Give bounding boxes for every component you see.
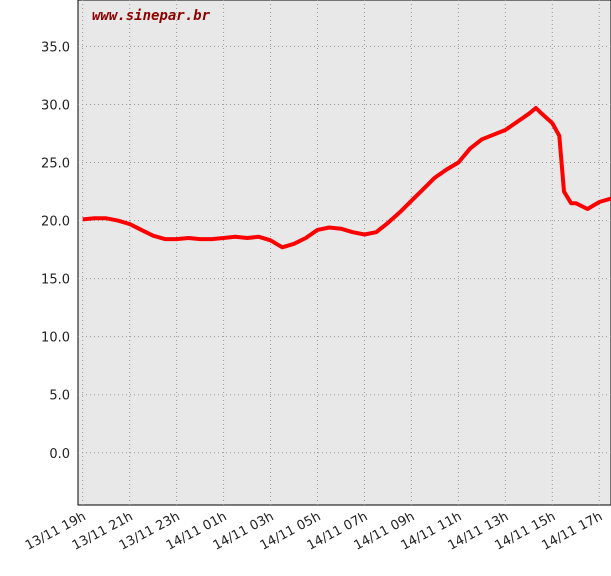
y-tick-label: 0.0 bbox=[49, 447, 70, 462]
grid bbox=[78, 0, 611, 505]
y-tick-label: 25.0 bbox=[41, 157, 70, 172]
lines bbox=[82, 106, 611, 250]
y-tick-label: 5.0 bbox=[49, 389, 70, 404]
y-tick-label: 15.0 bbox=[41, 273, 70, 288]
watermark: www.sinepar.br bbox=[92, 8, 211, 24]
y-tick-label: 20.0 bbox=[41, 215, 70, 230]
plot-area bbox=[77, 0, 611, 506]
y-tick-label: 10.0 bbox=[41, 331, 70, 346]
series-line bbox=[82, 106, 611, 250]
y-tick-label: 30.0 bbox=[41, 98, 70, 113]
y-tick-label: 35.0 bbox=[41, 40, 70, 55]
